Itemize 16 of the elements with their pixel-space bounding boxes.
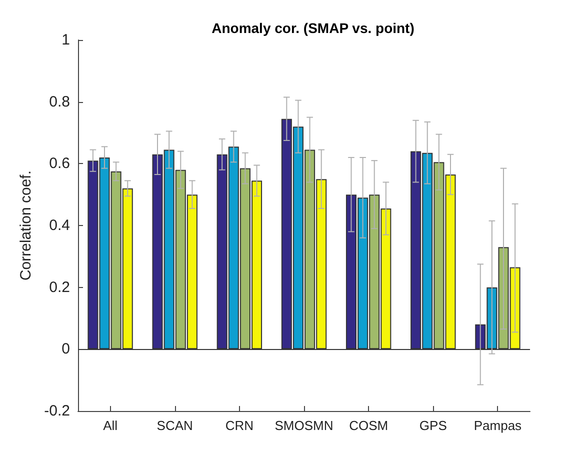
y-tick-label: 0.6: [49, 155, 70, 172]
y-tick-label: 1: [62, 32, 70, 48]
x-tick-label: GPS: [419, 418, 448, 433]
y-tick-label: 0.2: [49, 278, 70, 296]
y-axis-title: Correlation coef.: [17, 170, 34, 281]
y-tick-label: -0.2: [44, 402, 70, 420]
x-tick-label: SMOSMN: [274, 418, 334, 433]
y-tick-label: 0: [62, 340, 70, 358]
y-tick-label: 0.4: [49, 217, 70, 234]
x-tick-label: SCAN: [156, 418, 193, 433]
y-tick-label: 0.8: [49, 93, 70, 110]
x-tick-label: All: [103, 418, 118, 433]
x-tick-label: Pampas: [474, 418, 522, 433]
x-tick-label: COSM: [349, 418, 388, 433]
chart-title: Anomaly cor. (SMAP vs. point): [212, 20, 414, 36]
x-tick-label: CRN: [225, 418, 254, 433]
